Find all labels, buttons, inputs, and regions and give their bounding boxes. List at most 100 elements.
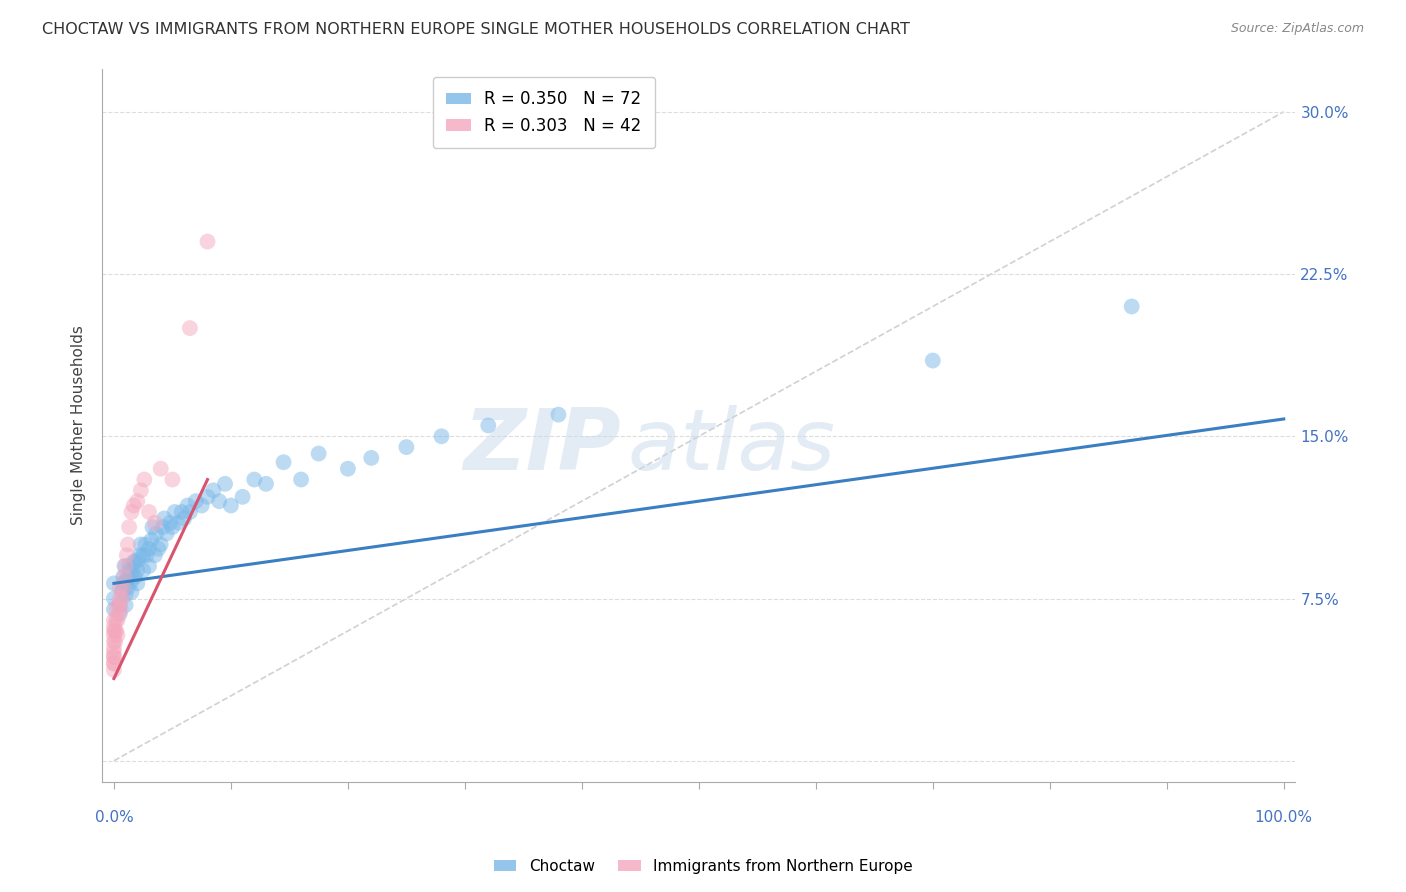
Point [170,505,193,519]
Point [103,657,125,671]
Point [117,537,139,551]
Point [120,505,142,519]
Point [117,570,139,584]
Point [336,461,359,475]
Point [143,516,166,530]
Point [103,634,125,648]
Legend: Choctaw, Immigrants from Northern Europe: Choctaw, Immigrants from Northern Europe [488,853,918,880]
Point [114,576,136,591]
Point [108,598,131,612]
Point [103,591,125,606]
Point [103,646,125,660]
Text: 0.0%: 0.0% [94,810,134,824]
Point [197,235,219,249]
Point [167,516,190,530]
Point [232,490,254,504]
Point [132,548,155,562]
Point [103,649,125,664]
Point [104,634,127,648]
Point [103,663,125,677]
Point [141,533,163,547]
Point [103,624,125,638]
Point [173,511,195,525]
Point [162,473,184,487]
Point [1121,300,1143,314]
Point [290,473,312,487]
Point [122,555,145,569]
Point [114,570,136,584]
Point [117,581,139,595]
Point [112,570,135,584]
Point [107,613,129,627]
Point [114,598,136,612]
Point [430,429,453,443]
Point [114,587,136,601]
Point [149,537,172,551]
Point [254,476,277,491]
Point [114,559,136,574]
Point [121,563,143,577]
Point [921,353,943,368]
Point [103,619,125,633]
Point [152,520,174,534]
Point [129,483,152,498]
Point [547,408,569,422]
Text: Source: ZipAtlas.com: Source: ZipAtlas.com [1230,22,1364,36]
Point [190,499,212,513]
Point [138,541,160,556]
Point [103,602,125,616]
Point [105,613,128,627]
Point [132,563,155,577]
Point [110,602,132,616]
Point [155,526,177,541]
Point [122,499,145,513]
Point [395,440,418,454]
Point [134,537,156,551]
Point [477,418,499,433]
Point [184,494,207,508]
Point [120,585,142,599]
Point [112,581,135,595]
Point [162,520,184,534]
Point [124,555,146,569]
Point [107,598,129,612]
Text: ZIP: ZIP [464,405,621,488]
Point [129,537,152,551]
Point [127,494,149,508]
Point [208,494,231,508]
Point [149,461,172,475]
Point [128,548,150,562]
Point [114,559,136,574]
Text: CHOCTAW VS IMMIGRANTS FROM NORTHERN EUROPE SINGLE MOTHER HOUSEHOLDS CORRELATION : CHOCTAW VS IMMIGRANTS FROM NORTHERN EURO… [42,22,910,37]
Point [103,657,125,671]
Point [179,505,201,519]
Y-axis label: Single Mother Households: Single Mother Households [72,326,86,525]
Point [103,641,125,656]
Point [103,628,125,642]
Point [124,570,146,584]
Point [111,591,134,606]
Point [103,576,125,591]
Point [118,520,141,534]
Point [153,511,176,525]
Point [104,624,127,638]
Point [118,559,141,574]
Point [127,576,149,591]
Point [179,321,201,335]
Point [103,649,125,664]
Point [120,563,142,577]
Point [214,476,236,491]
Point [134,473,156,487]
Legend: R = 0.350   N = 72, R = 0.303   N = 42: R = 0.350 N = 72, R = 0.303 N = 42 [433,77,655,148]
Point [112,581,135,595]
Point [138,559,160,574]
Point [108,607,131,621]
Point [360,450,382,465]
Point [120,574,142,589]
Point [143,548,166,562]
Point [159,516,181,530]
Point [107,607,129,621]
Text: 100.0%: 100.0% [1254,810,1313,824]
Point [107,628,129,642]
Point [115,548,138,562]
